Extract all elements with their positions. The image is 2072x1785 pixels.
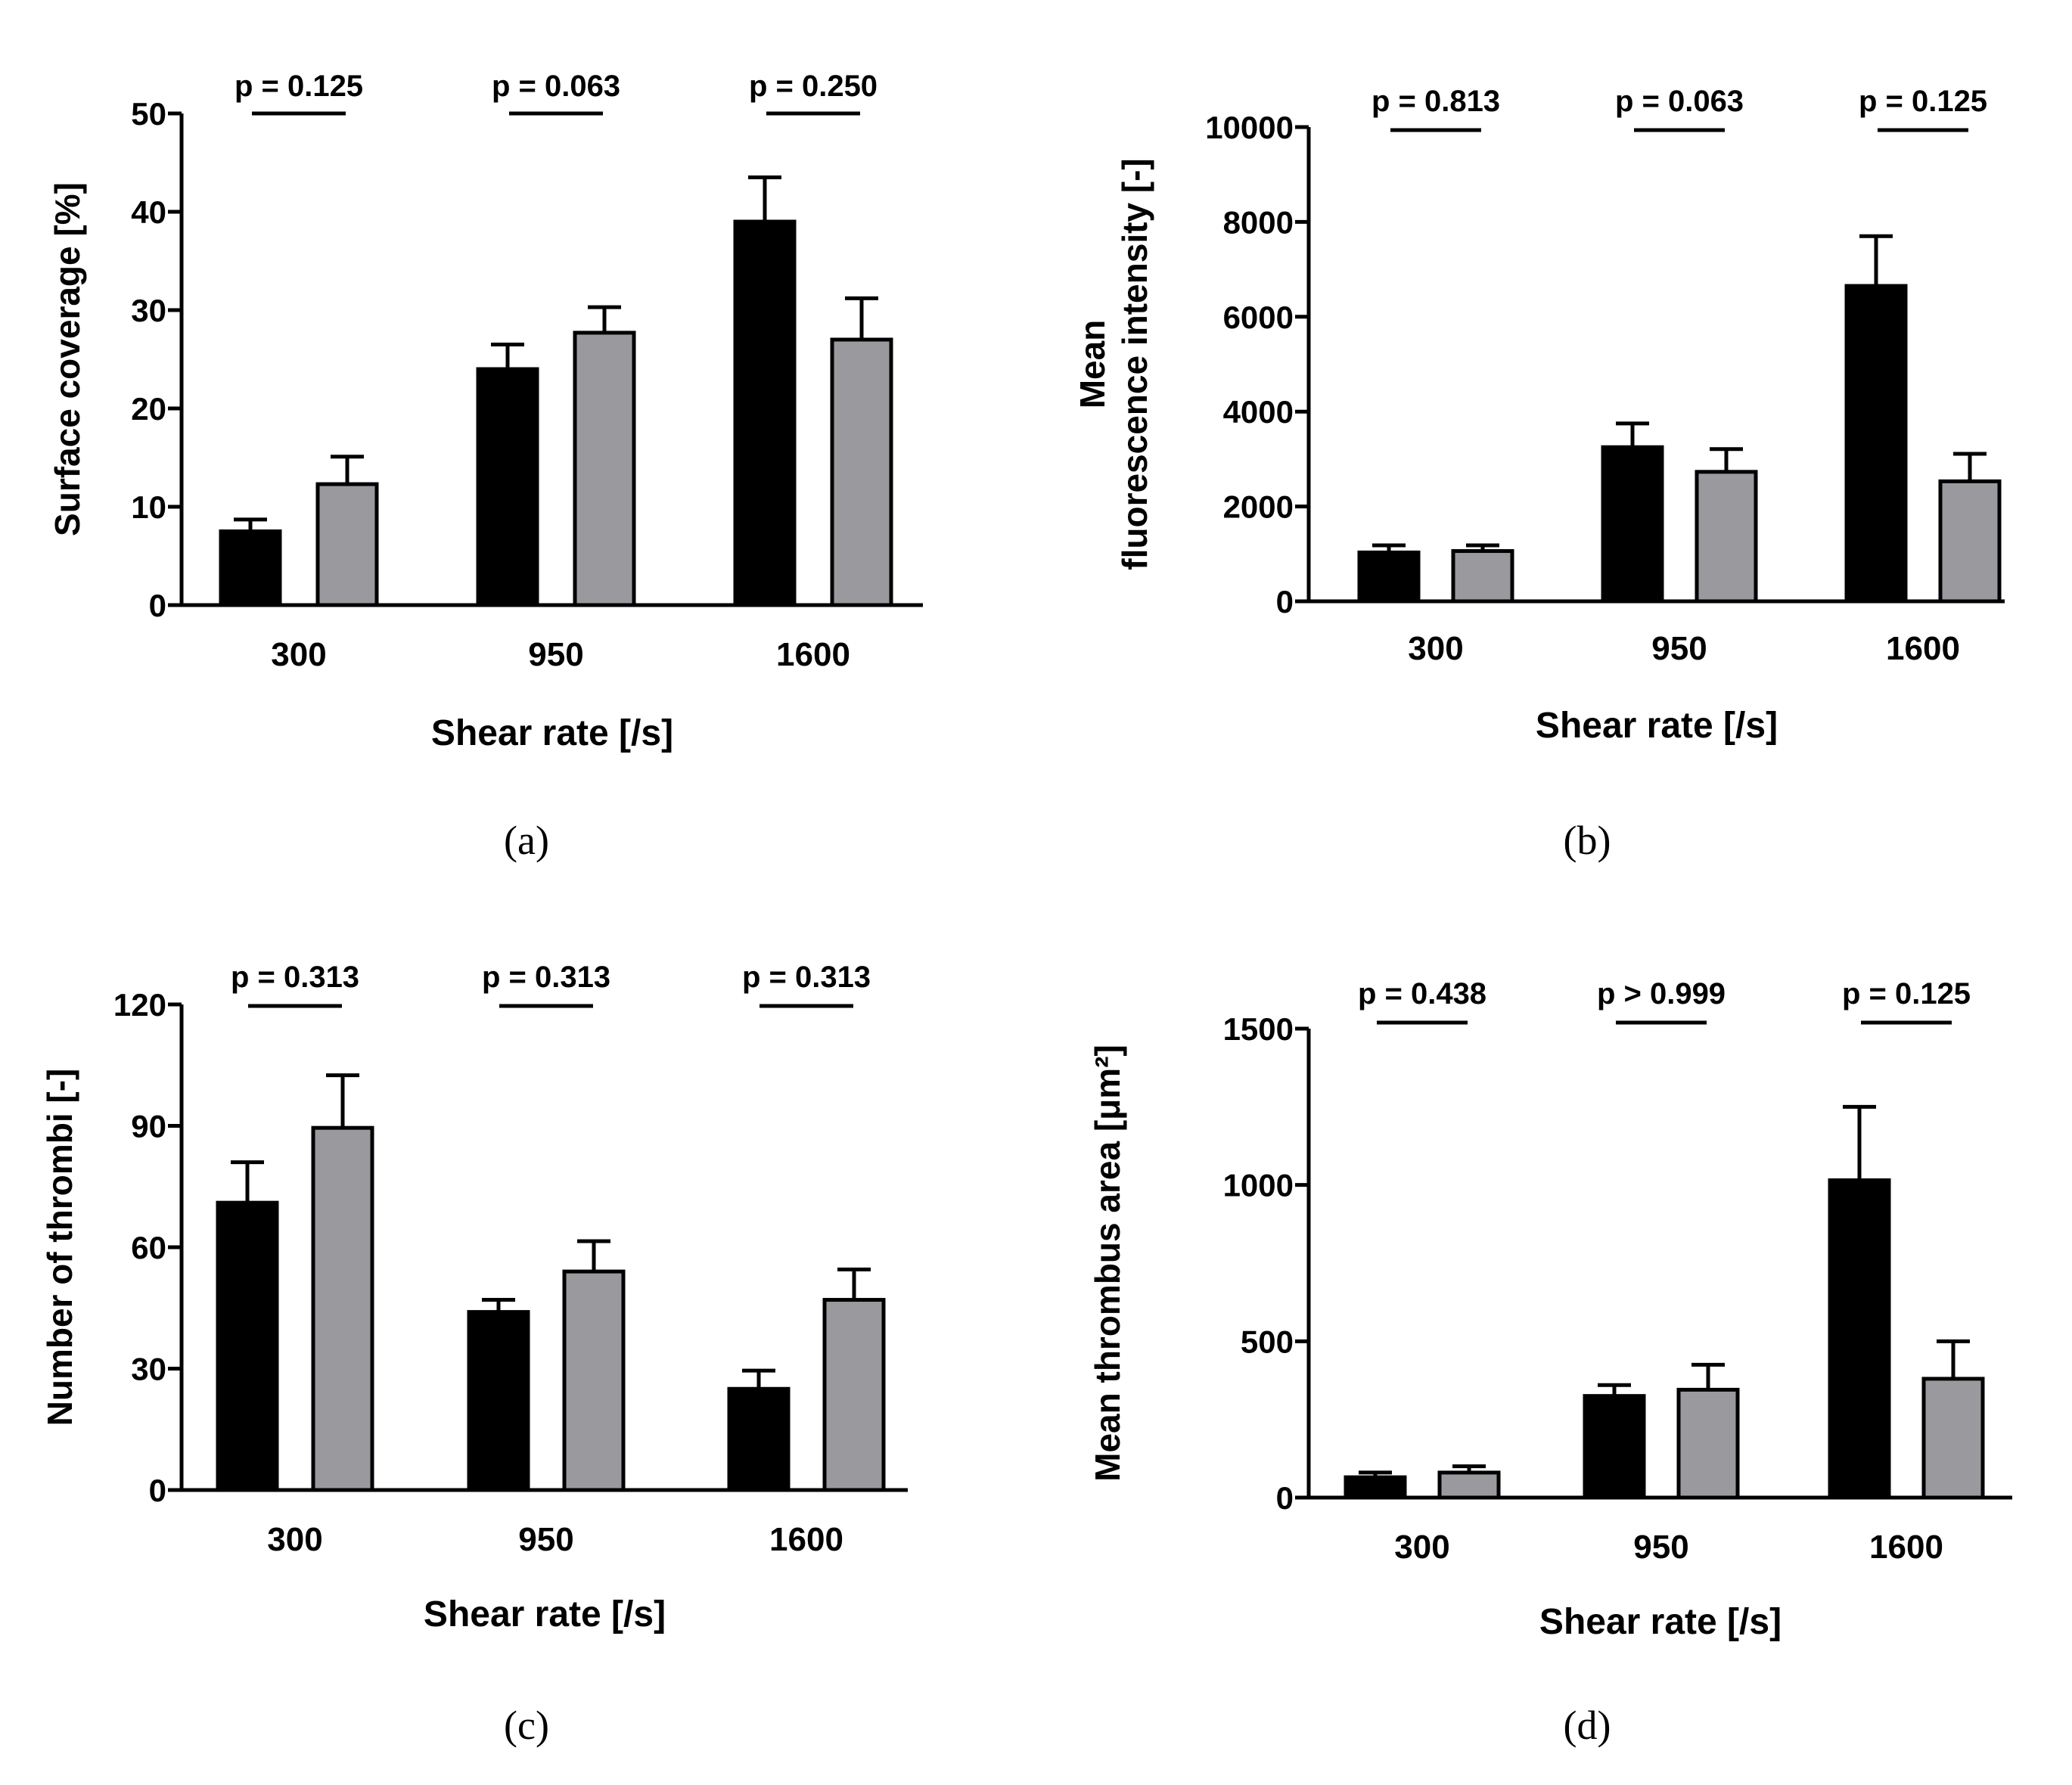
x-tick-label: 1600 xyxy=(1869,1529,1943,1566)
p-value-label: p = 0.125 xyxy=(1859,85,1987,118)
bar-group1 xyxy=(1357,550,1421,604)
bar-group2 xyxy=(830,337,893,607)
panel-label-c: (c) xyxy=(504,1703,549,1748)
y-axis-label: Surface coverage [%] xyxy=(48,182,87,536)
bar-group1 xyxy=(1844,284,1908,604)
bar-group1 xyxy=(219,529,282,607)
x-tick-label: 950 xyxy=(518,1521,573,1558)
y-tick-label: 90 xyxy=(131,1109,166,1144)
bar-group2 xyxy=(1938,479,2002,604)
y-tick-label: 120 xyxy=(113,987,166,1023)
y-tick-label: 2000 xyxy=(1223,489,1294,525)
p-value-label: p = 0.313 xyxy=(231,961,359,994)
p-value-label: p = 0.813 xyxy=(1371,85,1500,118)
x-tick-label: 300 xyxy=(1394,1529,1449,1566)
x-tick-label: 950 xyxy=(1651,630,1707,667)
y-tick-label: 0 xyxy=(1276,584,1294,619)
y-tick-label: 0 xyxy=(149,588,166,623)
y-tick-label: 30 xyxy=(131,1352,166,1387)
y-axis-label: Meanfluorescence intensity [-] xyxy=(1073,158,1154,570)
bar-group1 xyxy=(1601,445,1664,604)
bar-group1 xyxy=(727,1386,791,1492)
bar-group1 xyxy=(1828,1178,1891,1500)
bar-group1 xyxy=(476,367,539,607)
p-value-label: p = 0.063 xyxy=(492,70,620,103)
bar-group2 xyxy=(1437,1470,1501,1500)
bar-group2 xyxy=(562,1269,626,1492)
y-tick-label: 0 xyxy=(149,1473,166,1508)
y-tick-label: 10 xyxy=(131,489,166,525)
y-tick-label: 4000 xyxy=(1223,394,1294,430)
bar-group2 xyxy=(573,331,636,607)
p-value-label: p = 0.313 xyxy=(482,961,610,994)
y-tick-label: 10000 xyxy=(1205,110,1294,145)
p-value-label: p > 0.999 xyxy=(1597,977,1726,1010)
y-tick-label: 1000 xyxy=(1223,1168,1294,1203)
panel-label-a: (a) xyxy=(504,818,549,863)
bar-group2 xyxy=(1676,1387,1740,1500)
p-value-label: p = 0.313 xyxy=(742,961,871,994)
bar-group2 xyxy=(315,482,379,607)
panel-label-d: (d) xyxy=(1563,1703,1611,1748)
x-axis-label: Shear rate [/s] xyxy=(1536,706,1778,746)
bar-group1 xyxy=(216,1200,279,1492)
y-tick-label: 50 xyxy=(131,96,166,132)
p-value-label: p = 0.063 xyxy=(1615,85,1744,118)
x-tick-label: 1600 xyxy=(1886,630,1960,667)
bar-group2 xyxy=(311,1125,374,1492)
x-axis-label: Shear rate [/s] xyxy=(431,713,673,753)
p-value-label: p = 0.438 xyxy=(1358,977,1486,1010)
y-axis-label-line: fluorescence intensity [-] xyxy=(1115,158,1154,570)
panel-label-b: (b) xyxy=(1563,818,1611,863)
bar-group1 xyxy=(733,219,797,607)
x-axis-label: Shear rate [/s] xyxy=(424,1594,666,1634)
bar-group1 xyxy=(1583,1394,1646,1500)
y-axis-label: Number of thrombi [-] xyxy=(40,1069,79,1426)
y-tick-label: 0 xyxy=(1276,1480,1294,1516)
y-tick-label: 60 xyxy=(131,1230,166,1265)
x-tick-label: 950 xyxy=(1633,1529,1688,1566)
p-value-label: p = 0.125 xyxy=(1842,977,1971,1010)
y-axis-label-line: Mean xyxy=(1073,320,1112,409)
y-tick-label: 1500 xyxy=(1223,1011,1294,1047)
bar-group1 xyxy=(1344,1475,1407,1500)
x-tick-label: 300 xyxy=(267,1521,322,1558)
bar-group2 xyxy=(822,1298,886,1492)
y-tick-label: 500 xyxy=(1241,1324,1294,1359)
p-value-label: p = 0.250 xyxy=(749,70,878,103)
chart-panel-c: 0 30 60 90 120 Number of thrombi [-] 300 p = 0.… xyxy=(0,892,1036,1785)
x-tick-label: 300 xyxy=(271,636,326,673)
p-value-label: p = 0.125 xyxy=(235,70,363,103)
chart-a-svg: 0 10 20 30 40 50 Surface coverage [%] 300 p = 0.… xyxy=(48,70,923,753)
x-tick-label: 1600 xyxy=(776,636,850,673)
y-tick-label: 8000 xyxy=(1223,204,1294,240)
x-axis-label: Shear rate [/s] xyxy=(1539,1602,1782,1642)
chart-b-svg: 0 2000 4000 6000 8000 10000 Meanfluorescence i… xyxy=(1073,85,2005,746)
bar-group1 xyxy=(467,1310,530,1492)
chart-panel-a: 0 10 20 30 40 50 Surface coverage [%] 300 p = 0.… xyxy=(0,0,1036,892)
x-tick-label: 950 xyxy=(528,636,583,673)
y-tick-label: 40 xyxy=(131,194,166,230)
chart-panel-b: 0 2000 4000 6000 8000 10000 Meanfluorescence i… xyxy=(1036,0,2072,892)
x-tick-label: 1600 xyxy=(769,1521,843,1558)
bar-group2 xyxy=(1451,549,1514,604)
chart-c-svg: 0 30 60 90 120 Number of thrombi [-] 300 p = 0.… xyxy=(40,961,908,1634)
x-tick-label: 300 xyxy=(1408,630,1463,667)
y-axis-label: Mean thrombus area [μm²] xyxy=(1088,1045,1127,1482)
chart-d-svg: 0 500 1000 1500 Mean thrombus area [μm²] 300 p… xyxy=(1088,977,2012,1642)
bar-group2 xyxy=(1695,470,1758,604)
chart-panel-d: 0 500 1000 1500 Mean thrombus area [μm²] 300 p… xyxy=(1036,892,2072,1785)
y-tick-label: 6000 xyxy=(1223,300,1294,335)
y-tick-label: 20 xyxy=(131,391,166,427)
bar-group2 xyxy=(1921,1377,1985,1500)
y-tick-label: 30 xyxy=(131,293,166,328)
